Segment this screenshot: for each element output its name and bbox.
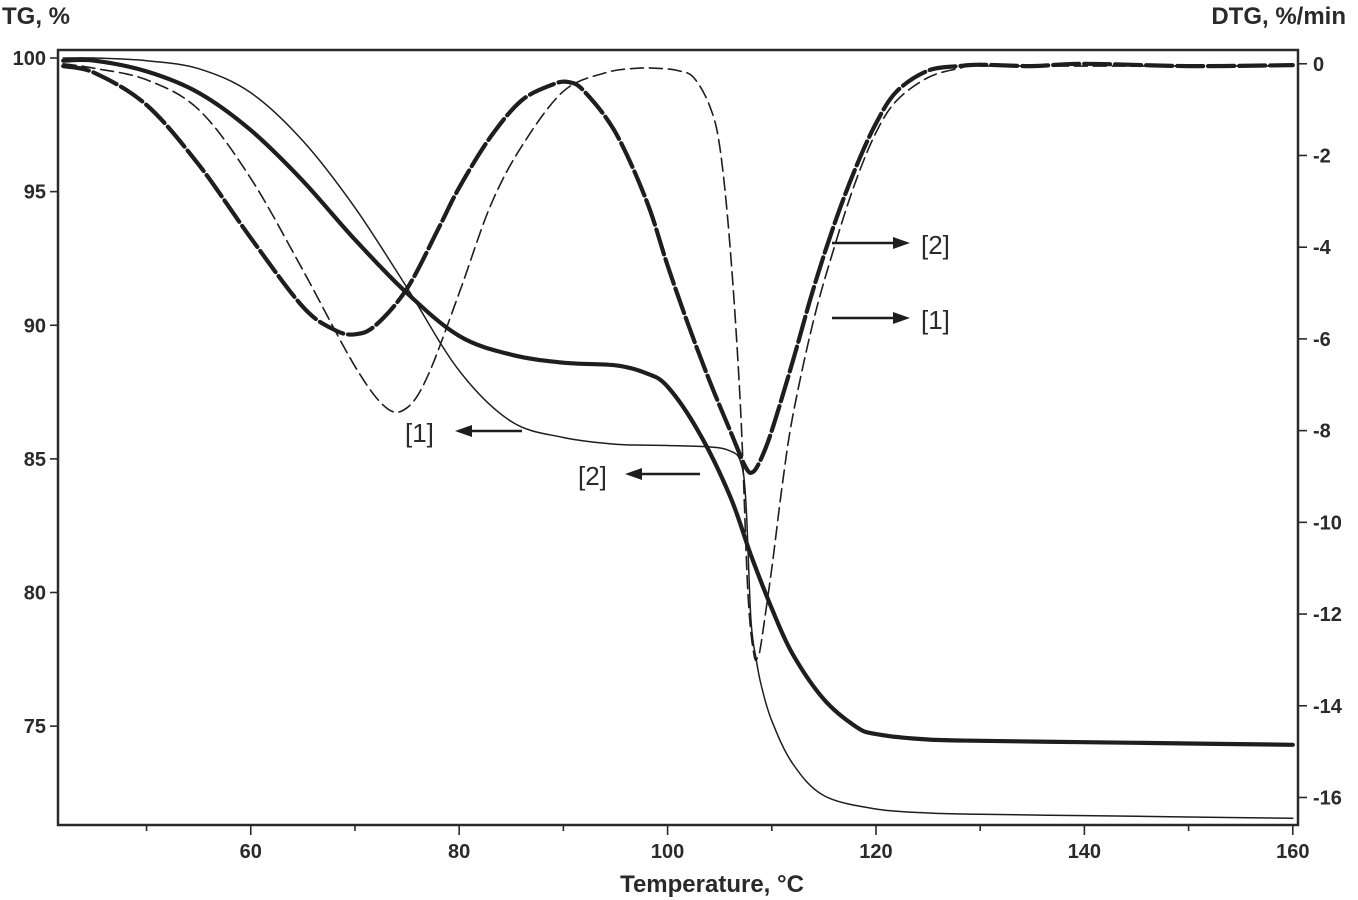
annotation-dtg-2: [2] (832, 230, 950, 260)
y-left-tick-label: 90 (24, 315, 46, 337)
annotation-label: [2] (578, 461, 607, 491)
right-axis-title: DTG, %/min (1211, 3, 1346, 30)
y-left-tick-label: 100 (13, 48, 46, 70)
tg-curve-2 (61, 57, 1295, 747)
tg-curve-1 (62, 57, 1294, 820)
left-axis-ticks: 75 80 85 90 95 100 (13, 48, 58, 738)
x-tick-label: 120 (859, 841, 892, 863)
y-left-tick-label: 95 (24, 182, 46, 204)
y-right-tick-label: -16 (1313, 787, 1342, 809)
annotation-label: [2] (921, 230, 950, 260)
y-right-tick-label: -4 (1313, 237, 1332, 259)
annotation-label: [1] (405, 418, 434, 448)
x-tick-label: 160 (1276, 841, 1309, 863)
x-tick-label: 100 (651, 841, 684, 863)
annotation-dtg-1: [1] (832, 305, 950, 335)
annotation-arrowhead (455, 425, 472, 437)
annotation-tg-2: [2] (578, 461, 700, 491)
annotation-arrowhead (893, 237, 910, 249)
y-right-tick-label: -12 (1313, 604, 1342, 626)
left-axis-title: TG, % (2, 3, 70, 30)
annotation-label: [1] (921, 305, 950, 335)
dtg-curve-2 (61, 61, 1295, 475)
y-left-tick-label: 75 (24, 716, 46, 738)
annotation-arrowhead (625, 468, 642, 480)
plot-frame (56, 48, 1300, 827)
right-axis-ticks: 0 -2 -4 -6 -8 -10 -12 -14 -16 (1298, 54, 1343, 809)
y-left-tick-label: 85 (24, 449, 46, 471)
series-layer (61, 57, 1295, 820)
annotation-tg-1: [1] (405, 418, 522, 448)
x-axis-title: Temperature, °C (620, 871, 804, 898)
y-left-tick-label: 80 (24, 583, 46, 605)
x-tick-label: 140 (1068, 841, 1101, 863)
x-tick-label: 80 (448, 841, 470, 863)
annotation-arrowhead (893, 312, 910, 324)
y-right-tick-label: -2 (1313, 145, 1331, 167)
y-right-tick-label: -10 (1313, 512, 1342, 534)
x-tick-label: 60 (240, 841, 262, 863)
y-right-tick-label: -8 (1313, 421, 1331, 443)
dtg-curve-1 (62, 63, 1294, 662)
y-right-tick-label: 0 (1313, 54, 1324, 76)
x-axis-ticks: 60 80 100 120 140 160 (145, 825, 1309, 863)
y-right-tick-label: -6 (1313, 329, 1331, 351)
y-right-tick-label: -14 (1313, 696, 1343, 718)
